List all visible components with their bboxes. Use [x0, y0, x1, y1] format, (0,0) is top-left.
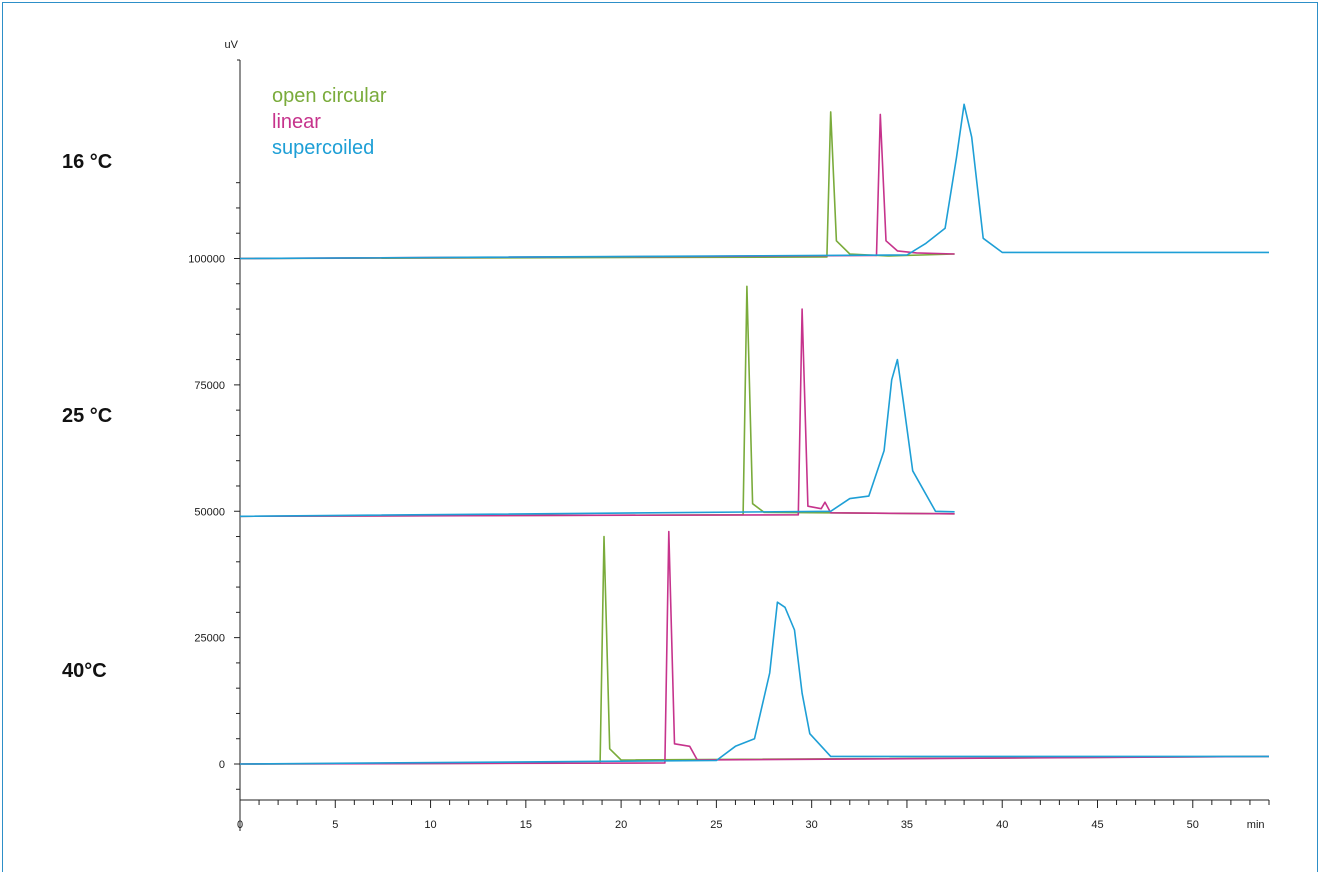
y-tick-label: 25000 [194, 633, 225, 645]
x-tick-label: 35 [901, 819, 913, 831]
panel-1 [239, 285, 955, 518]
temperature-label: 25 °C [62, 405, 112, 427]
panel-2 [239, 530, 1270, 765]
x-tick-label: 40 [996, 819, 1008, 831]
axes: 0 25000 50000 75000 100000 uV 0 5 10 15 20 25 30 35 40… [188, 39, 1270, 831]
x-tick-label: 30 [806, 819, 818, 831]
temperature-label: 40°C [62, 660, 107, 682]
trace-open-circular [239, 535, 1270, 765]
x-tick-label: 45 [1091, 819, 1103, 831]
x-tick-label: 50 [1187, 819, 1199, 831]
legend-entry: linear [272, 111, 321, 133]
y-tick-label: 0 [219, 759, 225, 771]
x-tick-label: 15 [520, 819, 532, 831]
trace-supercoiled [239, 358, 955, 518]
legend: open circular linear supercoiled [272, 85, 387, 159]
panel-labels: 16 °C 25 °C 40°C [62, 151, 112, 682]
x-tick-label: 20 [615, 819, 627, 831]
x-tick-label: 0 [237, 819, 243, 831]
y-tick-label: 100000 [188, 254, 225, 266]
trace-open-circular [239, 111, 955, 260]
traces [239, 103, 1270, 765]
trace-linear [239, 113, 955, 260]
x-tick-label: 25 [710, 819, 722, 831]
panel-0 [239, 103, 1269, 260]
trace-supercoiled [239, 601, 1269, 765]
x-tick-label: 10 [424, 819, 436, 831]
y-tick-label: 75000 [194, 380, 225, 392]
y-axis-unit: uV [225, 39, 239, 51]
trace-linear [239, 308, 955, 518]
trace-linear [239, 530, 1270, 765]
temperature-label: 16 °C [62, 151, 112, 173]
x-axis-unit: min [1247, 819, 1265, 831]
y-tick-label: 50000 [194, 506, 225, 518]
legend-entry: open circular [272, 85, 387, 107]
x-tick-label: 5 [332, 819, 338, 831]
trace-open-circular [239, 285, 955, 518]
legend-entry: supercoiled [272, 137, 374, 159]
trace-supercoiled [239, 103, 1269, 260]
